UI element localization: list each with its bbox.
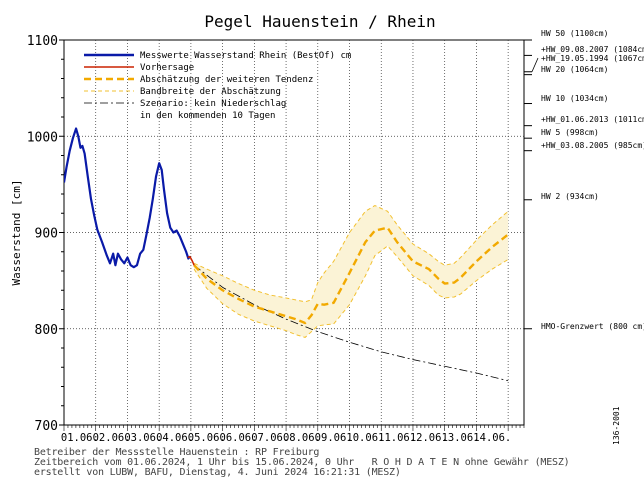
series-measured-line xyxy=(64,127,191,269)
series-tendency-line xyxy=(193,226,509,325)
reference-label: HW 10 (1034cm) xyxy=(541,94,608,103)
x-tick-label: 05.06. xyxy=(188,432,226,444)
x-tick-label: 10.06. xyxy=(346,432,384,444)
legend-label: Vorhersage xyxy=(140,63,194,73)
legend-label: Abschätzung der weiteren Tendenz xyxy=(140,75,313,85)
y-axis-label: Wasserstand [cm] xyxy=(10,180,23,286)
reference-label: HW 2 (934cm) xyxy=(541,192,599,201)
reference-leader xyxy=(531,57,539,72)
x-tick-label: 03.06. xyxy=(124,432,162,444)
y-tick-label: 1000 xyxy=(27,130,58,145)
x-tick-label: 04.06. xyxy=(156,432,194,444)
y-tick-label: 1100 xyxy=(27,34,58,49)
legend: Messwerte Wasserstand Rhein (BestOf) cm V… xyxy=(84,51,351,121)
legend-label: in den kommenden 10 Tagen xyxy=(140,111,275,121)
x-tick-label: 09.06. xyxy=(315,432,353,444)
x-tick-label: 08.06. xyxy=(283,432,321,444)
band-upper-line xyxy=(193,204,509,303)
reference-label: HW 20 (1064cm) xyxy=(541,65,608,74)
reference-label: +HW_01.06.2013 (1011cm) xyxy=(541,115,644,124)
footer-time-range: Zeitbereich vom 01.06.2024, 1 Uhr bis 15… xyxy=(34,457,570,468)
series-no-rain-scenario-line xyxy=(193,264,509,382)
reference-label: HW 50 (1100cm) xyxy=(541,29,608,38)
y-tick-label: 800 xyxy=(35,323,58,338)
legend-label: Szenario: kein Niederschlag xyxy=(140,99,286,109)
reference-label: +HW_19.05.1994 (1067cm) xyxy=(541,54,644,63)
reference-label: +HW_03.08.2005 (985cm) xyxy=(541,141,644,150)
x-tick-label: 12.06. xyxy=(410,432,448,444)
legend-label: Messwerte Wasserstand Rhein (BestOf) cm xyxy=(140,51,351,61)
x-tick-label: 01.06. xyxy=(61,432,99,444)
y-tick-label: 700 xyxy=(35,419,58,434)
footer-operator: Betreiber der Messstelle Hauenstein : RP… xyxy=(34,447,320,458)
footer-created-by: erstellt von LUBW, BAFU, Dienstag, 4. Ju… xyxy=(34,467,401,478)
reference-label: +HW_09.08.2007 (1084cm) xyxy=(541,45,644,54)
reference-label: HW 5 (998cm) xyxy=(541,128,599,137)
x-tick-label: 02.06. xyxy=(93,432,131,444)
x-tick-label: 07.06. xyxy=(251,432,289,444)
legend-label: Bandbreite der Abschätzung xyxy=(140,87,281,97)
x-tick-label: 06.06. xyxy=(220,432,258,444)
x-tick-label: 14.06. xyxy=(473,432,511,444)
plot-area xyxy=(63,39,525,426)
chart-code: 136-2001 xyxy=(612,406,621,445)
reference-label: HMO-Grenzwert (800 cm) xyxy=(541,322,644,331)
x-tick-label: 13.06. xyxy=(442,432,480,444)
y-tick-label: 900 xyxy=(35,227,58,242)
chart-title: Pegel Hauenstein / Rhein xyxy=(204,12,435,31)
band-lower-line xyxy=(193,245,509,338)
x-tick-label: 11.06. xyxy=(378,432,416,444)
series-forecast-line xyxy=(187,255,195,266)
